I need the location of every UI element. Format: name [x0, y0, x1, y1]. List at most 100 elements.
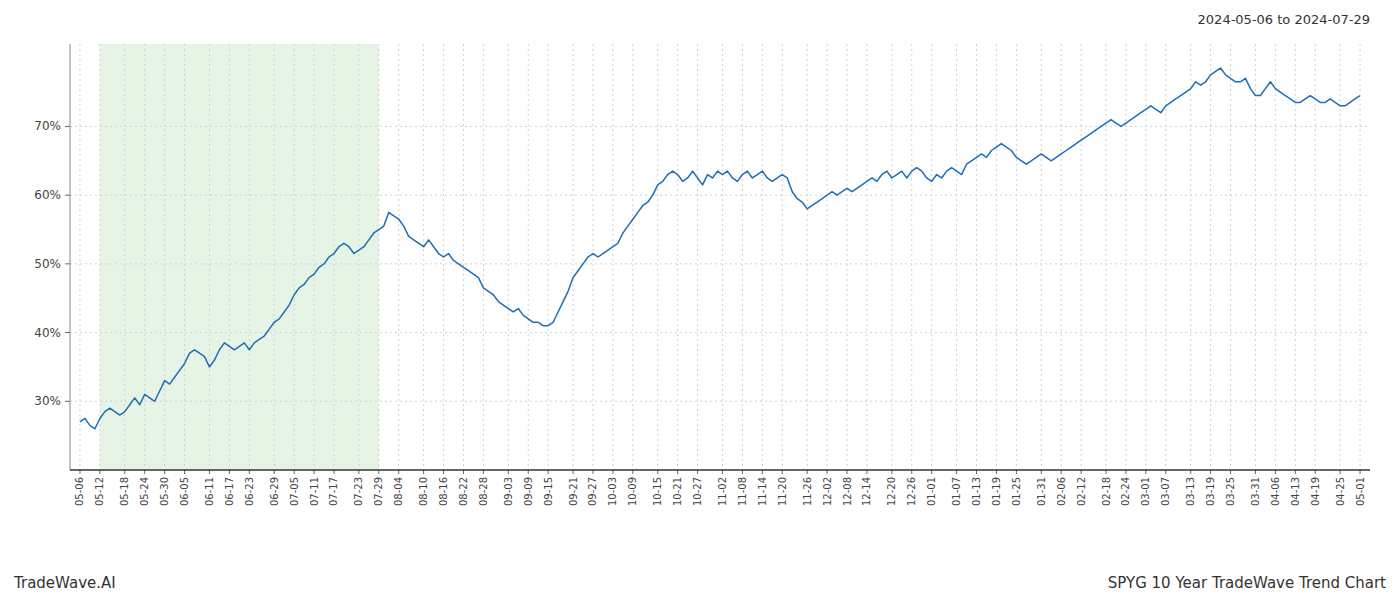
brand-annotation: TradeWave.AI [13, 574, 116, 592]
x-grid-line [144, 44, 145, 470]
x-tick-label: 03-07 [1160, 477, 1171, 506]
x-grid-line [677, 44, 678, 470]
x-tick-label: 04-25 [1335, 477, 1346, 506]
x-tick-label: 10-21 [672, 477, 683, 506]
y-tick [65, 401, 70, 402]
x-grid-line [931, 44, 932, 470]
y-grid-line [70, 126, 1370, 127]
x-grid-line [1041, 44, 1042, 470]
y-grid-line [70, 401, 1370, 402]
x-tick-label: 03-13 [1185, 477, 1196, 506]
x-grid-line [398, 44, 399, 470]
x-tick-label: 05-30 [159, 477, 170, 506]
x-grid-line [956, 44, 957, 470]
x-grid-line [463, 44, 464, 470]
x-tick-label: 03-01 [1140, 477, 1151, 506]
x-tick-label: 07-11 [309, 477, 320, 506]
x-grid-line [782, 44, 783, 470]
x-tick-label: 02-18 [1101, 477, 1112, 506]
x-grid-line [229, 44, 230, 470]
x-grid-line [722, 44, 723, 470]
x-grid-line [612, 44, 613, 470]
x-grid-line [164, 44, 165, 470]
x-tick-label: 01-31 [1036, 477, 1047, 506]
x-grid-line [1125, 44, 1126, 470]
y-tick-label: 30% [34, 394, 61, 408]
x-axis-line [70, 469, 1370, 471]
x-tick-label: 07-23 [353, 477, 364, 506]
x-grid-line [1255, 44, 1256, 470]
x-tick-label: 05-24 [139, 477, 150, 506]
x-grid-line [866, 44, 867, 470]
x-tick-label: 03-25 [1225, 477, 1236, 506]
x-tick-label: 11-20 [777, 477, 788, 506]
x-tick-label: 09-15 [543, 477, 554, 506]
x-grid-line [657, 44, 658, 470]
x-tick-label: 12-20 [886, 477, 897, 506]
x-tick-label: 05-06 [74, 477, 85, 506]
x-grid-line [333, 44, 334, 470]
x-grid-line [1340, 44, 1341, 470]
x-grid-line [996, 44, 997, 470]
x-grid-line [1295, 44, 1296, 470]
x-tick-label: 05-18 [119, 477, 130, 506]
x-grid-line [1145, 44, 1146, 470]
plot-area [80, 68, 1360, 429]
x-tick-label: 09-21 [568, 477, 579, 506]
x-grid-line [1106, 44, 1107, 470]
x-grid-line [1165, 44, 1166, 470]
x-grid-line [1315, 44, 1316, 470]
y-tick-label: 50% [34, 257, 61, 271]
title: SPYG 10 Year TradeWave Trend Chart [1108, 574, 1386, 592]
x-tick-label: 05-12 [94, 477, 105, 506]
y-tick [65, 126, 70, 127]
x-tick-label: 09-03 [503, 477, 514, 506]
x-grid-line [423, 44, 424, 470]
y-tick [65, 263, 70, 264]
y-tick [65, 332, 70, 333]
x-grid-line [1081, 44, 1082, 470]
x-grid-line [314, 44, 315, 470]
trend-line [80, 68, 1360, 429]
x-tick-label: 08-04 [393, 477, 404, 506]
x-tick-label: 06-23 [244, 477, 255, 506]
x-tick-label: 04-06 [1270, 477, 1281, 506]
y-grid-line [70, 332, 1370, 333]
x-grid-line [911, 44, 912, 470]
x-tick-label: 10-15 [652, 477, 663, 506]
x-grid-line [358, 44, 359, 470]
x-grid-line [79, 44, 80, 470]
x-grid-line [209, 44, 210, 470]
x-grid-line [99, 44, 100, 470]
x-tick-label: 12-02 [822, 477, 833, 506]
x-tick-label: 06-17 [224, 477, 235, 506]
x-tick-label: 01-25 [1011, 477, 1022, 506]
x-tick-label: 01-01 [926, 477, 937, 506]
x-grid-line [1360, 44, 1361, 470]
x-grid-line [1190, 44, 1191, 470]
x-grid-line [1061, 44, 1062, 470]
x-tick-label: 08-16 [438, 477, 449, 506]
x-grid-line [827, 44, 828, 470]
x-tick-label: 08-10 [418, 477, 429, 506]
x-tick-label: 06-11 [204, 477, 215, 506]
x-grid-line [1016, 44, 1017, 470]
x-grid-line [124, 44, 125, 470]
x-grid-line [573, 44, 574, 470]
x-tick-label: 07-29 [373, 477, 384, 506]
x-tick-label: 10-03 [607, 477, 618, 506]
x-tick-label: 07-05 [289, 477, 300, 506]
x-tick-label: 12-26 [906, 477, 917, 506]
x-grid-line [1230, 44, 1231, 470]
x-grid-line [249, 44, 250, 470]
x-tick-label: 11-26 [802, 477, 813, 506]
x-tick-label: 07-17 [328, 477, 339, 506]
y-tick [65, 195, 70, 196]
x-grid-line [1210, 44, 1211, 470]
x-grid-line [807, 44, 808, 470]
x-grid-line [528, 44, 529, 470]
x-tick-label: 01-13 [971, 477, 982, 506]
x-tick-label: 05-01 [1355, 477, 1366, 506]
x-grid-line [742, 44, 743, 470]
x-grid-line [548, 44, 549, 470]
